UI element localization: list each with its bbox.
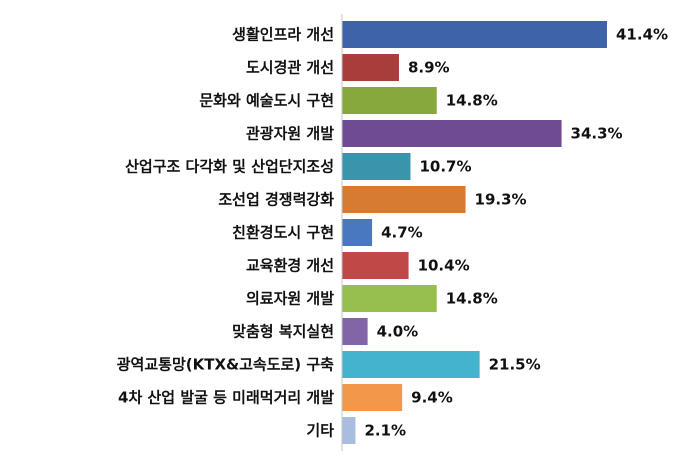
data-label: 19.3%: [475, 191, 527, 209]
data-label: 10.4%: [418, 257, 470, 275]
category-label: 교육환경 개선: [246, 257, 334, 275]
bar: [342, 153, 411, 180]
category-label: 문화와 예술도시 구현: [199, 92, 334, 110]
bar: [342, 351, 480, 378]
bar: [342, 252, 409, 279]
bar: [342, 384, 403, 411]
data-label: 21.5%: [489, 356, 541, 374]
category-label: 친환경도시 구현: [232, 224, 334, 242]
category-label: 맞춤형 복지실현: [232, 323, 334, 341]
bar: [342, 87, 437, 114]
category-label: 광역교통망(KTX&고속도로) 구축: [117, 356, 334, 374]
data-label: 4.7%: [381, 224, 423, 242]
bar: [342, 120, 562, 147]
category-label: 관광자원 개발: [246, 125, 334, 143]
value-labels: 41.4% 8.9% 14.8% 34.3% 10.7%19.3% 4.7% 10.4% 14…: [364, 26, 668, 440]
data-label: 41.4%: [616, 26, 668, 44]
bar: [342, 21, 607, 48]
category-label: 의료자원 개발: [246, 290, 334, 308]
data-label: 4.0%: [377, 323, 419, 341]
bar: [342, 54, 399, 81]
bars: [342, 21, 607, 444]
bar: [342, 186, 466, 213]
data-label: 10.7%: [419, 158, 471, 176]
category-label: 생활인프라 개선: [232, 26, 334, 44]
data-label: 8.9%: [408, 59, 450, 77]
bar: [342, 318, 368, 345]
category-label: 조선업 경쟁력강화: [218, 191, 334, 209]
category-label: 도시경관 개선: [246, 59, 334, 77]
category-label: 산업구조 다각화 및 산업단지조성: [125, 158, 334, 176]
category-label: 기타: [306, 422, 334, 440]
bar: [342, 285, 437, 312]
data-label: 34.3%: [571, 125, 623, 143]
data-label: 14.8%: [446, 92, 498, 110]
data-label: 2.1%: [364, 422, 406, 440]
data-label: 14.8%: [446, 290, 498, 308]
bar: [342, 219, 373, 246]
bar: [342, 417, 356, 444]
category-label: 4차 산업 발굴 등 미래먹거리 개발: [118, 389, 334, 407]
data-label: 9.4%: [411, 389, 453, 407]
